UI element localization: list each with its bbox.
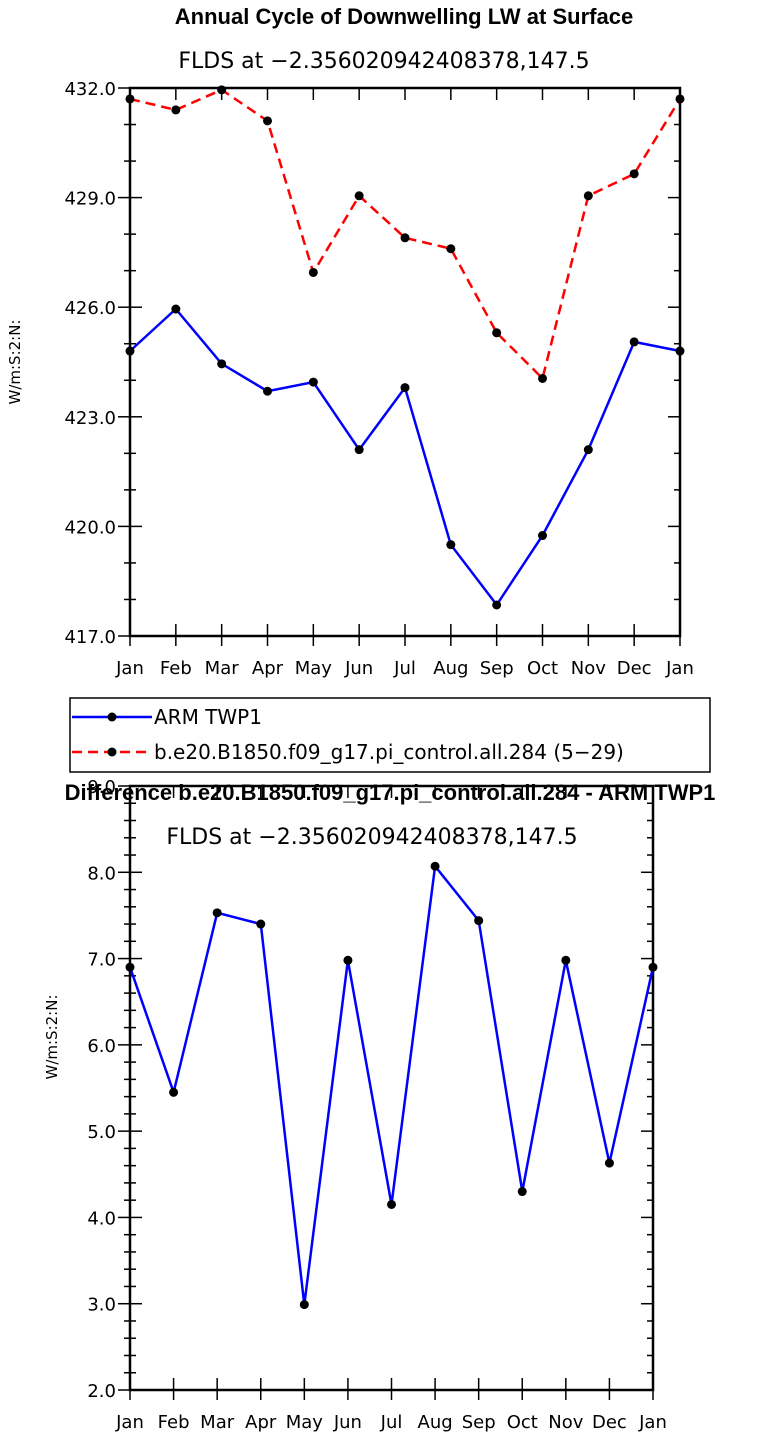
data-point — [400, 233, 410, 243]
data-point — [263, 386, 272, 396]
data-point — [517, 1187, 527, 1197]
y-tick-label: 8.0 — [87, 863, 116, 884]
legend-label-arm: ARM TWP1 — [154, 705, 262, 729]
y-tick-label: 5.0 — [87, 1122, 116, 1143]
data-point — [474, 916, 484, 926]
x-tick-label: Aug — [433, 658, 468, 679]
x-tick-label: Mar — [200, 1412, 235, 1433]
data-point — [343, 955, 353, 965]
data-point — [648, 962, 658, 972]
x-tick-label: Nov — [571, 658, 606, 679]
data-point — [446, 540, 456, 550]
y-tick-label: 426.0 — [64, 298, 116, 319]
y-tick-label: 423.0 — [64, 408, 116, 429]
data-point — [492, 600, 502, 610]
x-tick-label: Apr — [245, 1412, 277, 1433]
x-tick-label: Apr — [252, 658, 284, 679]
data-point — [308, 267, 318, 277]
x-tick-label: Oct — [527, 658, 558, 679]
x-tick-label: Oct — [507, 1412, 538, 1433]
data-point — [492, 328, 502, 338]
annual-cycle-chart: Annual Cycle of Downwelling LW at Surfac… — [6, 4, 694, 679]
x-tick-label: Aug — [418, 1412, 453, 1433]
data-point — [299, 1300, 309, 1310]
data-point — [604, 1158, 614, 1168]
y-tick-label: 9.0 — [87, 777, 116, 798]
chart2-plot-frame — [128, 784, 655, 1392]
y-tick-label: 2.0 — [87, 1381, 116, 1402]
data-point — [629, 169, 639, 179]
x-tick-label: Nov — [548, 1412, 583, 1433]
data-point — [387, 1199, 396, 1209]
chart2-ylabel: W/m:S:2:N: — [43, 995, 61, 1080]
data-point — [217, 85, 227, 95]
data-point — [400, 383, 410, 393]
data-point — [171, 105, 181, 115]
x-tick-label: Feb — [158, 1412, 190, 1433]
data-point — [354, 445, 364, 455]
x-tick-label: Dec — [617, 658, 652, 679]
x-tick-label: Sep — [480, 658, 514, 679]
y-tick-label: 432.0 — [64, 79, 116, 100]
legend-marker-model — [107, 747, 117, 757]
data-point — [263, 116, 272, 126]
data-point — [308, 377, 318, 387]
series-line-0 — [129, 307, 681, 608]
data-point — [171, 304, 181, 314]
series-line-0 — [128, 863, 655, 1305]
chart2-subtitle: FLDS at −2.356020942408378,147.5 — [166, 825, 577, 850]
x-tick-label: May — [286, 1412, 324, 1433]
data-point — [538, 531, 547, 541]
y-tick-label: 429.0 — [64, 189, 116, 210]
y-tick-label: 420.0 — [64, 517, 116, 538]
y-tick-label: 6.0 — [87, 1036, 116, 1057]
legend-label-model: b.e20.B1850.f09_g17.pi_control.all.284 (… — [154, 740, 624, 764]
x-tick-label: Sep — [462, 1412, 496, 1433]
data-point — [561, 955, 571, 965]
x-tick-label: Jan — [115, 658, 144, 679]
x-tick-label: Mar — [205, 658, 240, 679]
chart1-subtitle: FLDS at −2.356020942408378,147.5 — [178, 49, 589, 74]
x-tick-label: Jan — [665, 658, 694, 679]
chart1-title: Annual Cycle of Downwelling LW at Surfac… — [175, 4, 633, 29]
x-tick-label: Dec — [592, 1412, 627, 1433]
data-point — [583, 191, 593, 201]
chart2-title: Difference b.e20.B1850.f09_g17.pi_contro… — [65, 780, 716, 805]
data-point — [446, 244, 456, 254]
data-point — [169, 1087, 179, 1097]
x-tick-label: Jan — [638, 1412, 667, 1433]
data-point — [125, 962, 135, 972]
x-tick-label: Jun — [333, 1412, 362, 1433]
y-tick-label: 4.0 — [87, 1208, 116, 1229]
data-point — [354, 191, 364, 201]
data-point — [125, 94, 135, 104]
chart1-plot-frame — [128, 86, 682, 638]
x-tick-label: Jul — [393, 658, 416, 679]
legend-box — [69, 697, 711, 773]
legend: ARM TWP1 b.e20.B1850.f09_g17.pi_control.… — [69, 697, 711, 773]
data-point — [629, 337, 639, 347]
y-tick-label: 3.0 — [87, 1295, 116, 1316]
difference-chart: Difference b.e20.B1850.f09_g17.pi_contro… — [43, 777, 715, 1433]
x-tick-label: Jan — [115, 1412, 144, 1433]
y-tick-label: 417.0 — [64, 627, 116, 648]
data-point — [125, 346, 135, 356]
x-tick-label: Feb — [160, 658, 192, 679]
y-tick-label: 7.0 — [87, 950, 116, 971]
data-point — [256, 919, 266, 929]
x-tick-label: Jun — [344, 658, 373, 679]
data-point — [538, 373, 547, 383]
x-tick-label: May — [295, 658, 333, 679]
data-point — [430, 861, 440, 871]
x-tick-label: Jul — [380, 1412, 403, 1433]
data-point — [675, 94, 685, 104]
data-point — [675, 346, 685, 356]
data-point — [583, 445, 593, 455]
data-point — [217, 359, 227, 369]
legend-marker-arm — [107, 712, 117, 722]
data-point — [212, 908, 222, 918]
chart1-ylabel: W/m:S:2:N: — [6, 320, 24, 405]
